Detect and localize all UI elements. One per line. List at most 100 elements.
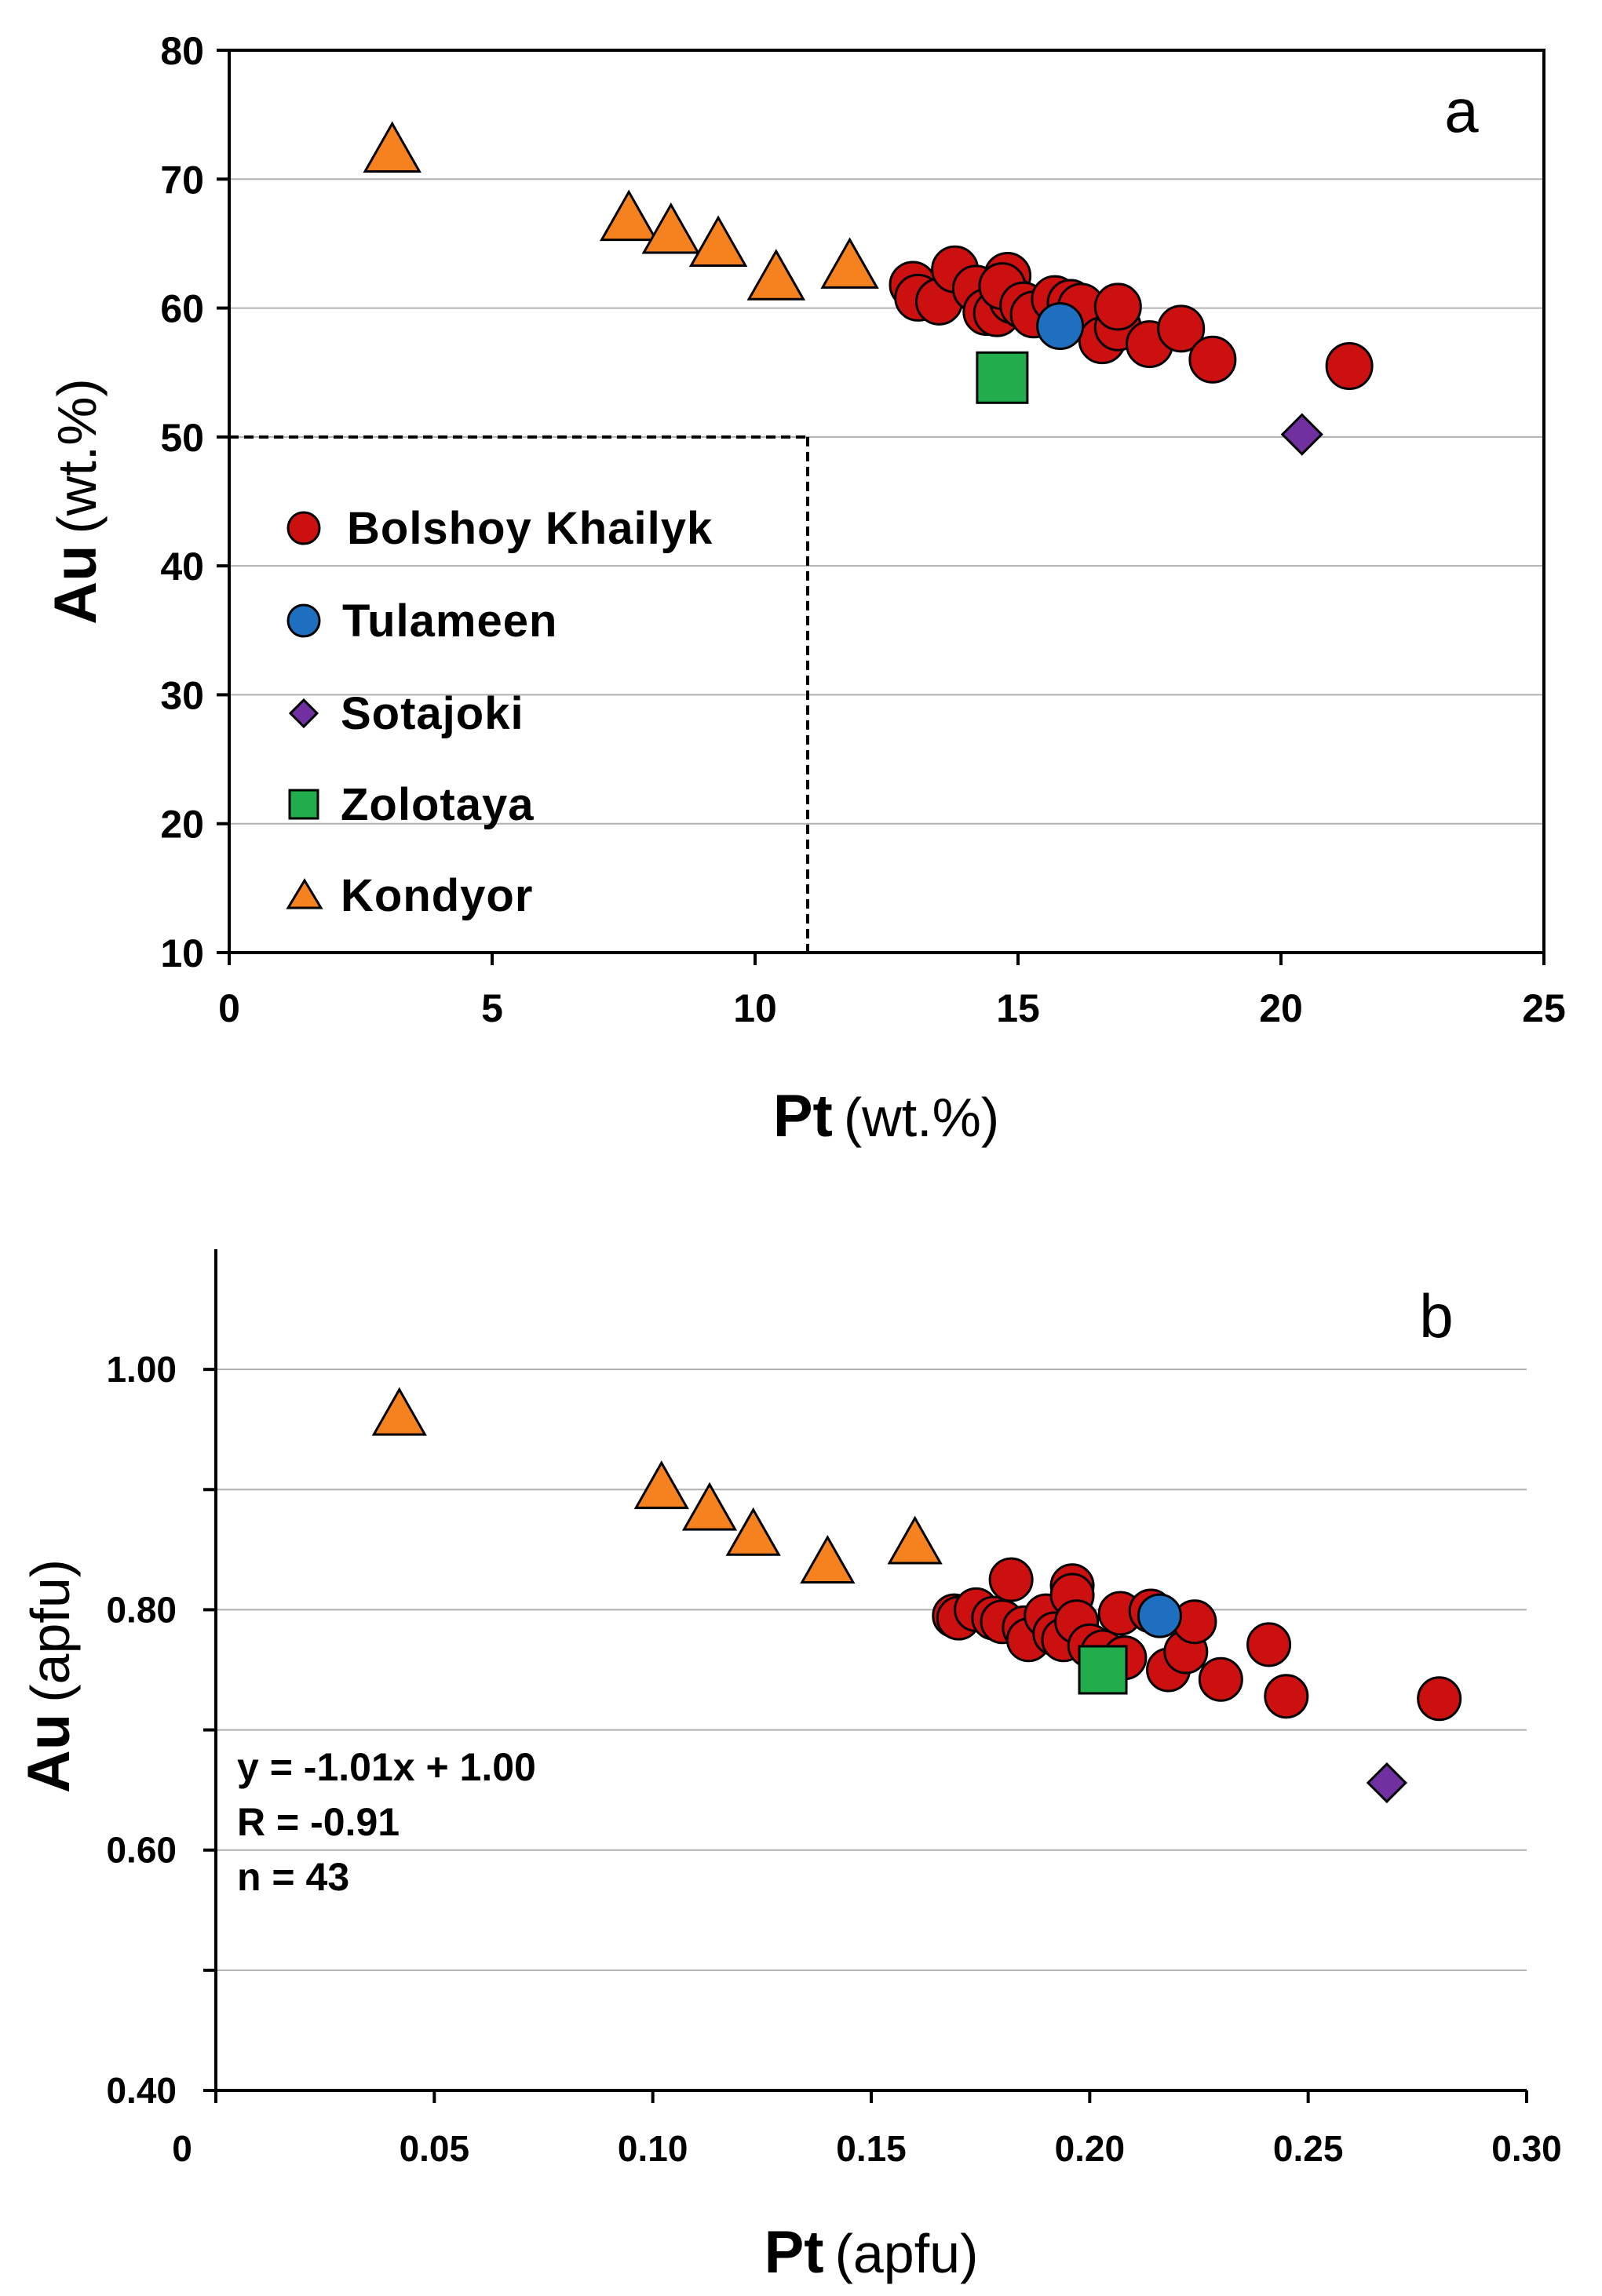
panel-a-ticks: 10 20 30 40 50 60 70 80 0 5 10 15 20 25 [160, 29, 1565, 1030]
point-bolshoy-khailyk [1325, 342, 1374, 390]
x-tick-label: 0.20 [1055, 2128, 1126, 2169]
legend-marker-triangle [286, 878, 323, 909]
panel-a-y-axis-element: Au [42, 545, 109, 625]
series-kondyor [363, 121, 879, 301]
x-tick-label: 0 [218, 986, 240, 1030]
y-tick-label: 0.60 [106, 1830, 177, 1871]
point-bolshoy-khailyk [1093, 282, 1142, 331]
legend-item-tulameen: Tulameen [286, 596, 557, 647]
x-tick-label: 0 [172, 2128, 192, 2169]
point-kondyor [363, 121, 421, 173]
legend-label: Bolshoy Khailyk [347, 503, 713, 554]
legend-label: Sotajoki [341, 688, 524, 739]
legend-marker-circle [286, 603, 321, 638]
panel-b-y-axis-title: Au (apfu) [16, 1559, 82, 1793]
y-tick-label: 30 [160, 673, 204, 717]
point-bolshoy-khailyk [1198, 1656, 1243, 1702]
series-zolotaya [1078, 1645, 1128, 1695]
point-kondyor [800, 1535, 856, 1584]
panel-a-y-axis-title: Au (wt.%) [42, 378, 109, 625]
x-tick-label: 0.25 [1273, 2128, 1344, 2169]
legend-item-kondyor: Kondyor [286, 870, 533, 921]
y-tick-label: 10 [160, 931, 204, 975]
legend-item-sotajoki: Sotajoki [288, 688, 524, 739]
panel-b-x-axis-title: Pt (apfu) [765, 2219, 979, 2286]
panel-a-x-axis-element: Pt [773, 1083, 833, 1150]
point-kondyor [820, 237, 879, 289]
x-tick-label: 0.05 [400, 2128, 470, 2169]
point-bolshoy-khailyk [1264, 1674, 1309, 1719]
point-tulameen [1036, 302, 1085, 351]
point-zolotaya [1078, 1645, 1128, 1695]
panel-a-letter: a [1444, 76, 1479, 145]
panel-a-gridlines [229, 178, 1544, 825]
point-kondyor [599, 189, 659, 242]
y-tick-label: 20 [160, 803, 204, 847]
y-tick-label: 50 [160, 416, 204, 460]
series-tulameen [1137, 1593, 1182, 1638]
legend-marker-diamond [288, 698, 319, 729]
legend-label: Kondyor [341, 870, 533, 921]
x-tick-label: 5 [481, 986, 503, 1030]
panel-b-y-axis-unit: (apfu) [20, 1559, 81, 1703]
point-kondyor [641, 202, 701, 254]
x-tick-label: 0.10 [618, 2128, 688, 2169]
point-kondyor [887, 1515, 943, 1565]
point-zolotaya [976, 351, 1029, 404]
panel-b: 0.40 0.60 0.80 1.00 0 0.05 0.10 0.15 0.20 0.25 0.3… [16, 1249, 1562, 2286]
panel-b-ticks: 0.40 0.60 0.80 1.00 0 0.05 0.10 0.15 0.20 0.25 0.3… [106, 1349, 1561, 2169]
x-tick-label: 15 [996, 986, 1040, 1030]
x-tick-label: 0.15 [836, 2128, 907, 2169]
regression-equation: y = -1.01x + 1.00 [237, 1745, 536, 1789]
panel-b-letter: b [1419, 1281, 1453, 1350]
panel-b-plot-area [216, 1249, 1527, 2090]
panel-a-frame [228, 49, 1545, 954]
point-tulameen [1137, 1593, 1182, 1638]
panel-a-field-box [229, 435, 809, 953]
point-bolshoy-khailyk [1188, 335, 1237, 384]
y-tick-label: 0.80 [106, 1589, 177, 1630]
y-tick-label: 60 [160, 287, 204, 331]
point-kondyor [371, 1387, 427, 1436]
point-bolshoy-khailyk [1417, 1676, 1462, 1722]
panel-b-regression-stats: y = -1.01x + 1.00 R = -0.91 n = 43 [237, 1745, 536, 1899]
panel-a-x-axis-title: Pt (wt.%) [773, 1083, 999, 1150]
point-kondyor [725, 1507, 781, 1556]
x-tick-label: 25 [1522, 986, 1566, 1030]
sample-count: n = 43 [237, 1855, 349, 1899]
legend-item-zolotaya: Zolotaya [288, 779, 535, 830]
series-tulameen [1036, 302, 1085, 351]
panel-b-x-axis-element: Pt [765, 2219, 824, 2286]
legend-marker-circle [286, 511, 321, 545]
legend-item-bolshoy-khailyk: Bolshoy Khailyk [286, 503, 713, 554]
panel-b-y-axis-element: Au [16, 1714, 82, 1793]
panel-a-x-axis-unit: (wt.%) [844, 1087, 999, 1148]
point-kondyor [633, 1460, 689, 1510]
series-zolotaya [976, 351, 1029, 404]
legend-marker-square [288, 789, 319, 820]
point-bolshoy-khailyk [988, 1557, 1034, 1602]
series-sotajoki [1280, 413, 1323, 456]
point-kondyor [688, 215, 748, 267]
x-tick-label: 20 [1259, 986, 1303, 1030]
point-sotajoki [1280, 413, 1323, 456]
y-tick-label: 70 [160, 158, 204, 202]
panel-a-y-axis-unit: (wt.%) [46, 378, 108, 534]
x-tick-label: 10 [733, 986, 777, 1030]
y-tick-label: 1.00 [106, 1349, 177, 1390]
y-tick-label: 0.40 [106, 2070, 177, 2111]
correlation-coefficient: R = -0.91 [237, 1800, 400, 1844]
series-bolshoy-khailyk [889, 245, 1374, 390]
legend-label: Zolotaya [341, 779, 535, 830]
y-tick-label: 80 [160, 29, 204, 73]
panel-b-x-axis-unit: (apfu) [835, 2223, 979, 2284]
panel-a-legend: Bolshoy Khailyk Tulameen Sotajoki Zolota… [286, 503, 713, 921]
point-kondyor [681, 1481, 738, 1531]
panel-b-points [371, 1387, 1462, 1804]
legend-label: Tulameen [342, 596, 557, 647]
panel-a-points [363, 121, 1374, 456]
series-sotajoki [1366, 1762, 1407, 1804]
x-tick-label: 0.30 [1491, 2128, 1562, 2169]
